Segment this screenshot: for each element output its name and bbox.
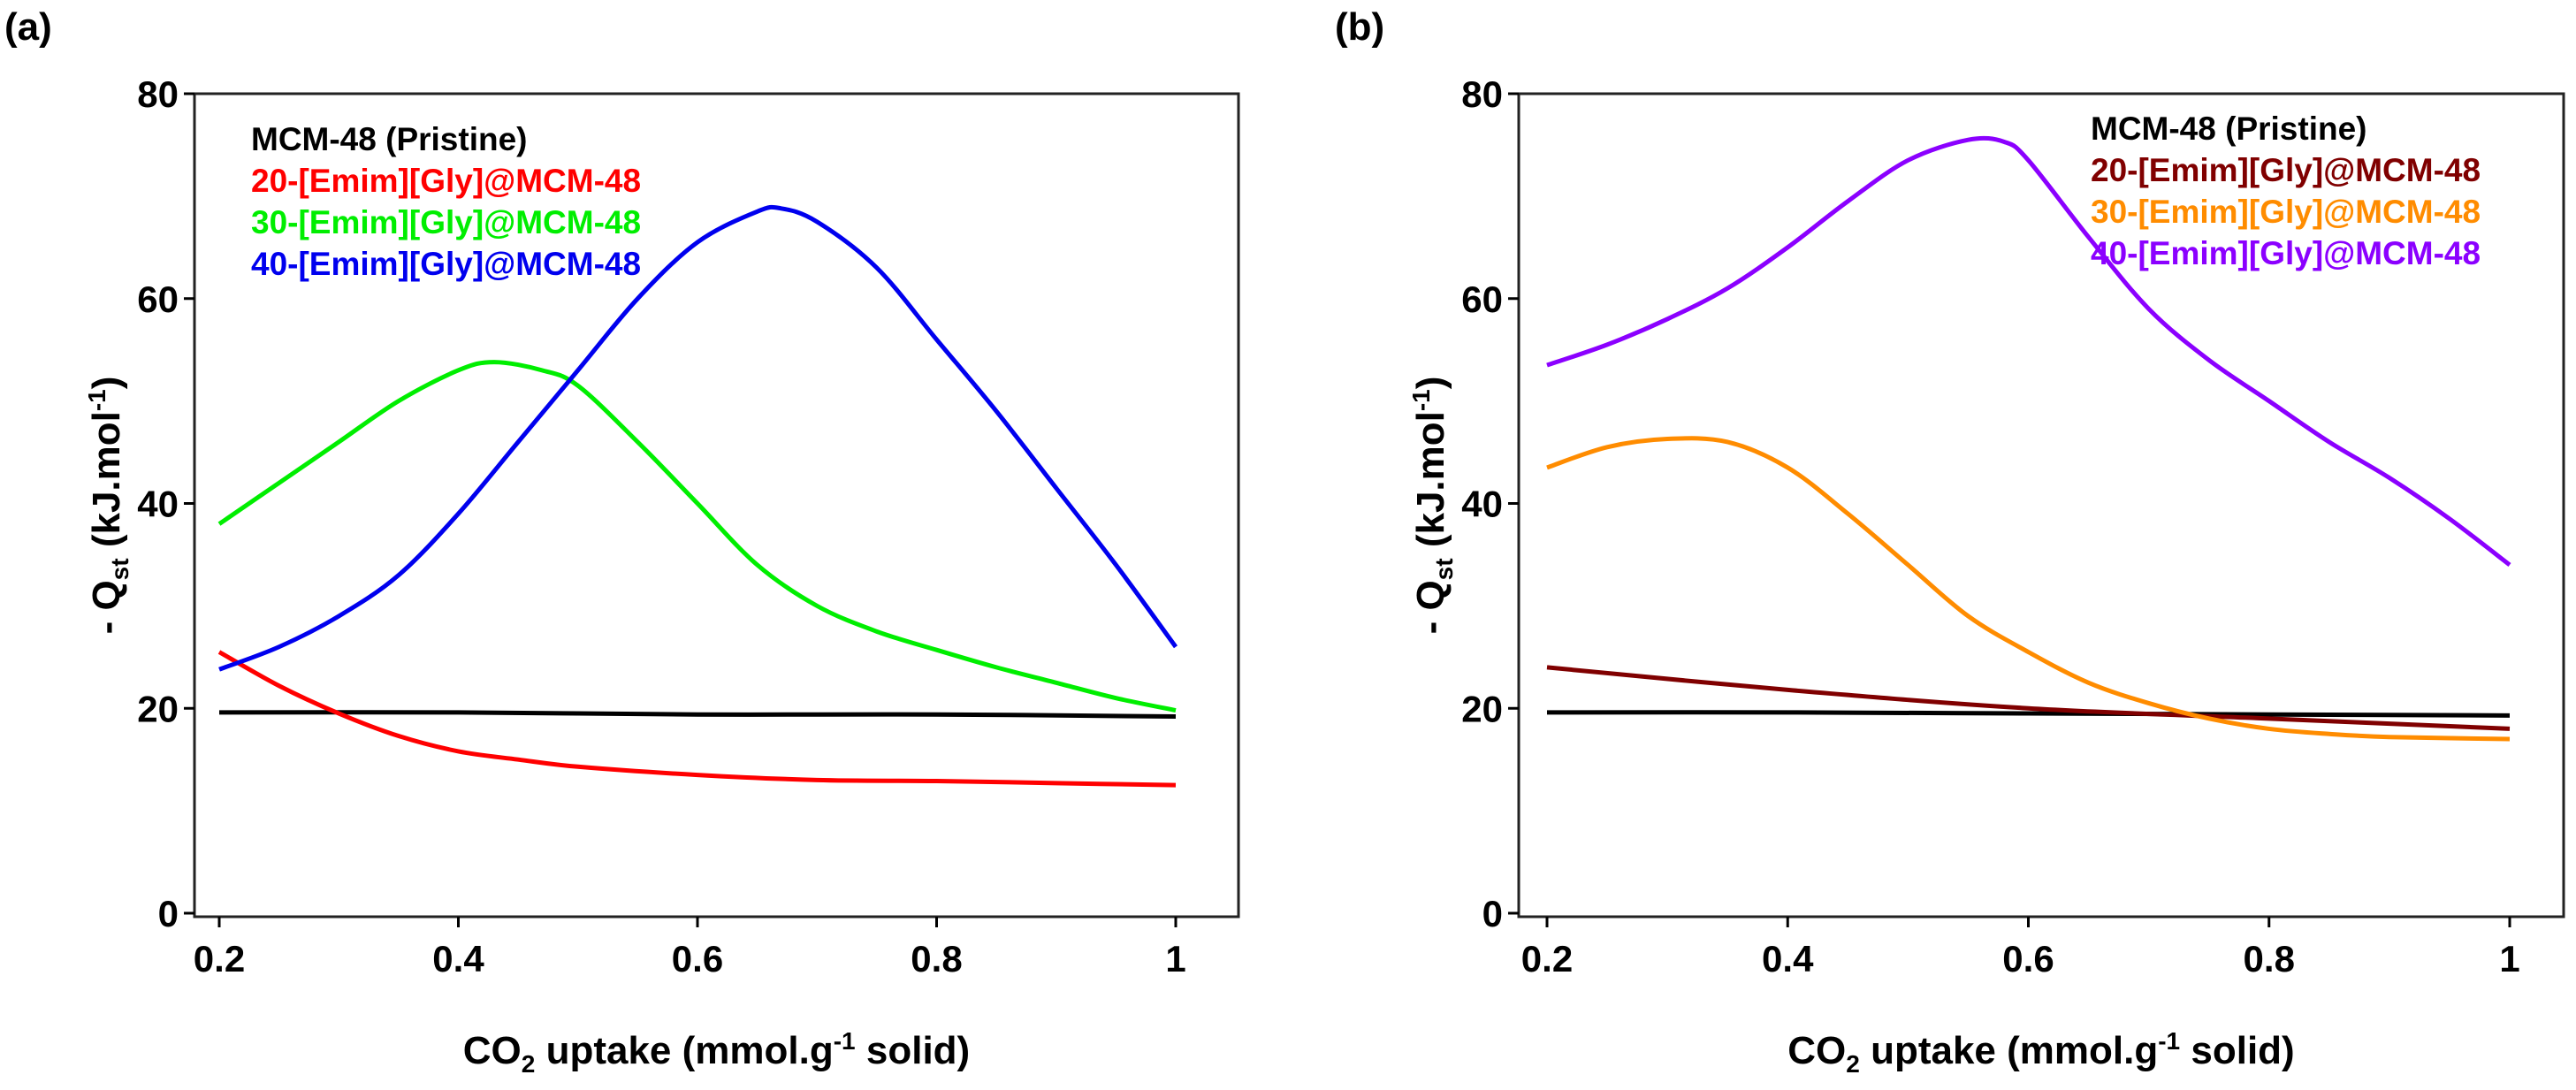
x-axis-label-part: -1 <box>2158 1027 2180 1055</box>
x-axis-label-part: uptake (mmol.g <box>535 1029 833 1072</box>
panel-label: (b) <box>1335 5 1384 49</box>
y-tick-label: 20 <box>137 688 179 729</box>
y-tick-label: 20 <box>1461 688 1503 729</box>
y-axis-label-part: (kJ.mol <box>85 411 128 558</box>
plot-frame <box>1517 92 2565 918</box>
x-tick-label: 0.8 <box>2244 938 2295 979</box>
legend-entry-3: 40-[Emim][Gly]@MCM-48 <box>251 246 641 282</box>
x-axis-label-part: solid) <box>856 1029 971 1072</box>
panel-0: (a) 0 20 40 60 80 0.2 0.4 0.6 0.8 1 CO2 uptake (mmo… <box>4 5 1240 1078</box>
legend-entry-3: 40-[Emim][Gly]@MCM-48 <box>2091 235 2481 271</box>
x-tick-label: 0.6 <box>672 938 723 979</box>
legend-entry-0: MCM-48 (Pristine) <box>2091 111 2366 147</box>
panel-1: (b) 0 20 40 60 80 0.2 0.4 0.6 0.8 1 CO2 uptake (mmo… <box>1335 5 2565 1078</box>
y-axis-label-part: - Q <box>1409 580 1452 634</box>
series-line-1 <box>217 650 1177 788</box>
y-tick-label: 60 <box>137 278 179 320</box>
x-tick-label: 1 <box>1165 938 1185 979</box>
series-line-0 <box>1546 710 2511 718</box>
series-line-2 <box>217 360 1177 713</box>
x-tick-label: 0.8 <box>911 938 962 979</box>
y-axis-label: - Qst (kJ.mol-1) <box>83 377 133 635</box>
x-tick-label: 0.2 <box>194 938 245 979</box>
y-axis-label-part: ) <box>1409 377 1452 390</box>
y-tick-label: 40 <box>1461 484 1503 525</box>
y-tick-label: 0 <box>1482 893 1503 934</box>
x-axis-label-part: 2 <box>522 1050 536 1078</box>
legend-entry-1: 20-[Emim][Gly]@MCM-48 <box>2091 152 2481 188</box>
x-axis-label: CO2 uptake (mmol.g-1 solid) <box>463 1027 970 1078</box>
legend-entry-2: 30-[Emim][Gly]@MCM-48 <box>251 204 641 240</box>
x-axis-label-part: uptake (mmol.g <box>1860 1029 2158 1072</box>
x-tick-label: 0.6 <box>2002 938 2054 979</box>
x-axis-label: CO2 uptake (mmol.g-1 solid) <box>1787 1027 2294 1078</box>
y-tick-label: 40 <box>137 484 179 525</box>
y-tick-label: 0 <box>158 893 179 934</box>
y-axis-label-part: st <box>106 558 133 580</box>
x-axis-label-part: 2 <box>1846 1050 1860 1078</box>
x-axis-label-part: CO <box>463 1029 522 1072</box>
x-tick-label: 0.2 <box>1521 938 1573 979</box>
x-tick-label: 0.4 <box>432 938 484 979</box>
y-tick-label: 80 <box>137 73 179 115</box>
y-axis-label-part: -1 <box>83 389 111 411</box>
legend-entry-2: 30-[Emim][Gly]@MCM-48 <box>2091 194 2481 230</box>
y-axis-label-part: ) <box>85 377 128 390</box>
plot-frame <box>193 92 1240 918</box>
panel-label: (a) <box>4 5 52 49</box>
x-axis-label-part: -1 <box>834 1027 856 1055</box>
series-line-1 <box>1546 665 2511 731</box>
x-axis-label-part: solid) <box>2180 1029 2295 1072</box>
series-line-2 <box>1546 436 2511 742</box>
y-axis-label-part: - Q <box>85 580 128 634</box>
legend-entry-1: 20-[Emim][Gly]@MCM-48 <box>251 163 641 199</box>
y-tick-label: 60 <box>1461 278 1503 320</box>
y-axis-label: - Qst (kJ.mol-1) <box>1407 377 1458 635</box>
y-tick-label: 80 <box>1461 73 1503 115</box>
x-axis-label-part: CO <box>1787 1029 1846 1072</box>
series-line-3 <box>1546 135 2511 568</box>
x-tick-label: 1 <box>2499 938 2519 979</box>
y-axis-label-part: -1 <box>1407 389 1435 411</box>
series-line-0 <box>218 710 1177 720</box>
y-axis-label-part: st <box>1430 558 1458 580</box>
y-axis-label-part: (kJ.mol <box>1409 411 1452 558</box>
series-line-3 <box>218 204 1178 672</box>
legend-entry-0: MCM-48 (Pristine) <box>251 121 527 157</box>
x-tick-label: 0.4 <box>1762 938 1814 979</box>
